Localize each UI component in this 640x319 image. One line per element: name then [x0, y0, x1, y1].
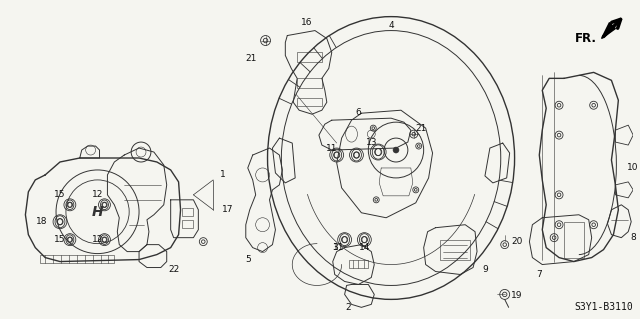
- Text: 3: 3: [332, 243, 338, 252]
- Text: 13: 13: [365, 137, 377, 146]
- Text: 18: 18: [36, 217, 48, 226]
- Text: 5: 5: [245, 255, 251, 264]
- Text: 6: 6: [356, 108, 362, 117]
- Bar: [297, 78, 322, 88]
- Text: 15: 15: [54, 190, 66, 199]
- Text: 21: 21: [415, 124, 426, 133]
- Text: 9: 9: [482, 265, 488, 274]
- Text: 20: 20: [511, 237, 522, 246]
- Bar: [297, 52, 322, 63]
- Bar: [564, 222, 584, 257]
- Text: 8: 8: [630, 233, 636, 242]
- Text: 2: 2: [346, 303, 351, 312]
- Ellipse shape: [393, 147, 399, 153]
- Text: S3Y1-B3110: S3Y1-B3110: [574, 302, 633, 312]
- Text: 4: 4: [388, 21, 394, 30]
- Text: H: H: [92, 205, 103, 219]
- Text: FR.: FR.: [575, 32, 596, 45]
- Text: 11: 11: [333, 243, 344, 252]
- Bar: [440, 240, 470, 260]
- Text: 14: 14: [358, 243, 370, 252]
- Text: 16: 16: [301, 18, 313, 27]
- Text: 12: 12: [92, 190, 103, 199]
- Text: 7: 7: [536, 270, 542, 279]
- Bar: [182, 208, 193, 216]
- Bar: [349, 260, 369, 268]
- Polygon shape: [602, 23, 616, 39]
- Text: 21: 21: [245, 54, 257, 63]
- Bar: [40, 255, 115, 263]
- Text: 12: 12: [92, 235, 103, 244]
- Text: 11: 11: [326, 144, 337, 152]
- Text: 15: 15: [54, 235, 66, 244]
- Text: 22: 22: [168, 265, 179, 274]
- Text: 17: 17: [222, 205, 234, 214]
- Bar: [297, 98, 322, 106]
- Bar: [182, 220, 193, 228]
- Text: 19: 19: [511, 291, 522, 300]
- Text: 1: 1: [220, 170, 226, 179]
- Text: 10: 10: [627, 163, 639, 173]
